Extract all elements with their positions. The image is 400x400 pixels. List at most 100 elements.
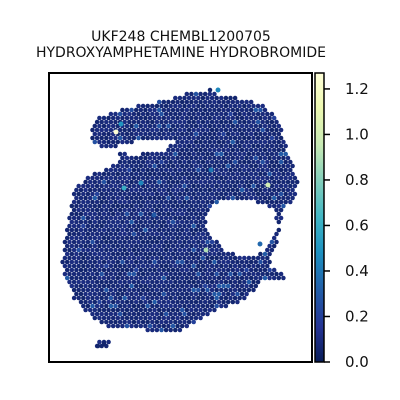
spot [191, 159, 196, 165]
spot [175, 187, 180, 193]
spot [255, 175, 261, 181]
spot [269, 127, 275, 133]
spot [239, 123, 245, 129]
spot [219, 255, 224, 261]
spot [138, 115, 144, 121]
spot [113, 287, 118, 293]
spot [76, 279, 81, 285]
spot [177, 95, 183, 101]
spot [246, 143, 252, 149]
spot [265, 263, 270, 269]
spot [230, 155, 236, 161]
spot [133, 323, 139, 329]
spot [184, 179, 190, 185]
spot [127, 175, 132, 181]
spot [246, 119, 252, 125]
spot [207, 267, 213, 273]
spot [219, 111, 224, 117]
spot [205, 103, 210, 109]
spot [202, 299, 208, 305]
spot [244, 179, 249, 185]
spot [179, 227, 185, 233]
spot [283, 151, 288, 157]
spot [101, 179, 107, 185]
spot [163, 287, 169, 293]
spot [145, 311, 150, 317]
spot [200, 239, 206, 245]
spot-highlight [257, 241, 263, 247]
spot [216, 147, 222, 153]
spot [138, 323, 144, 329]
spot [131, 279, 137, 285]
spot [205, 135, 210, 141]
spot [150, 303, 155, 309]
spot [175, 155, 180, 161]
spot [133, 227, 139, 233]
spot [166, 123, 171, 129]
spot [133, 115, 139, 121]
spot [131, 167, 137, 173]
spot [212, 163, 217, 169]
spot [127, 167, 132, 173]
spot [221, 179, 226, 185]
spot-highlight [138, 180, 144, 186]
spot [177, 311, 183, 317]
spot [207, 235, 213, 241]
spot [143, 155, 148, 161]
spot [253, 179, 259, 185]
spot [175, 131, 180, 137]
spot [221, 195, 226, 201]
spot [191, 287, 196, 293]
spot [147, 243, 153, 249]
spot [281, 139, 286, 145]
spot [152, 315, 157, 321]
spot [117, 295, 123, 301]
spot [154, 111, 160, 117]
spot [248, 115, 254, 121]
spot [140, 175, 146, 181]
spot [173, 231, 178, 237]
spot [212, 107, 217, 113]
spot [219, 175, 224, 181]
spot [150, 103, 155, 109]
spot [110, 243, 116, 249]
spot [237, 279, 242, 285]
spot [202, 139, 208, 145]
spot [173, 247, 178, 253]
spot [198, 203, 203, 209]
colorbar-ticks: 0.00.20.40.60.81.01.2 [324, 80, 369, 371]
spot [99, 191, 104, 197]
spot [184, 195, 190, 201]
spot [186, 175, 192, 181]
spot [219, 159, 224, 165]
spot [182, 287, 187, 293]
spot [202, 147, 208, 153]
spot [228, 175, 233, 181]
spot [113, 311, 118, 317]
spot [184, 283, 190, 289]
spot [216, 131, 222, 137]
spot [200, 223, 206, 229]
spot [260, 199, 265, 205]
spot [117, 263, 123, 269]
spot [113, 119, 118, 125]
spot [71, 207, 77, 213]
spot [76, 255, 81, 261]
spot [154, 255, 160, 261]
spot [83, 243, 88, 249]
spot [173, 143, 178, 149]
spot [205, 95, 210, 101]
spot [223, 295, 229, 301]
spot [110, 283, 116, 289]
spot [182, 263, 187, 269]
spot [147, 211, 153, 217]
spot [138, 163, 144, 169]
spot [81, 207, 86, 213]
spot [274, 151, 279, 157]
spot [152, 171, 157, 177]
spot [248, 187, 254, 193]
spot [161, 99, 167, 105]
spot [278, 191, 284, 197]
spot [248, 267, 254, 273]
spot [221, 171, 226, 177]
